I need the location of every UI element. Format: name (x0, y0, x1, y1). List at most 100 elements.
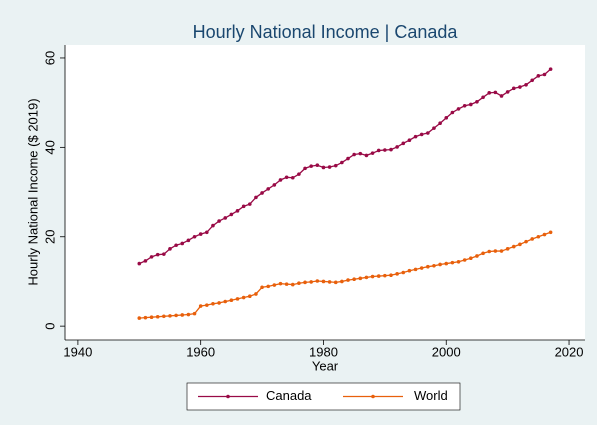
point (493, 90, 498, 95)
point (168, 314, 172, 318)
point (518, 242, 522, 247)
point (432, 264, 436, 268)
point (511, 244, 516, 249)
point (352, 277, 356, 282)
point (137, 316, 142, 320)
point (321, 279, 326, 284)
point (481, 95, 485, 100)
point (284, 175, 289, 180)
point (223, 216, 228, 220)
point (266, 284, 271, 289)
point (241, 295, 246, 300)
point (407, 138, 412, 143)
point (155, 252, 160, 257)
point (235, 209, 240, 213)
x-tick-label: 1940 (63, 344, 92, 359)
point (487, 249, 492, 254)
point (481, 251, 485, 256)
point (462, 258, 467, 262)
point (383, 273, 387, 278)
point (247, 202, 252, 206)
point (548, 230, 553, 235)
point (346, 278, 350, 282)
point (475, 99, 479, 104)
point (229, 212, 234, 217)
y-tick-label: 60 (42, 51, 57, 65)
point (143, 315, 148, 320)
point (303, 280, 307, 285)
y-tick-label: 40 (42, 140, 57, 154)
point (364, 275, 369, 280)
x-axis-label: Year (312, 358, 339, 373)
point (155, 314, 160, 319)
chart-title: Hourly National Income | Canada (193, 22, 459, 42)
point (309, 164, 313, 168)
point (272, 283, 277, 287)
point (303, 166, 307, 171)
point (499, 94, 504, 98)
point (511, 86, 516, 91)
point (192, 234, 197, 239)
point (192, 311, 197, 316)
point (229, 298, 234, 303)
point (217, 301, 221, 305)
point (524, 82, 528, 87)
point (389, 147, 393, 152)
x-tick-label: 2000 (432, 344, 461, 359)
point (456, 259, 461, 264)
point (548, 67, 553, 71)
x-tick-label: 1960 (186, 344, 215, 359)
point (162, 314, 166, 319)
point (352, 152, 356, 157)
point (174, 243, 178, 248)
point (290, 282, 295, 287)
point (505, 90, 510, 94)
point (205, 230, 209, 235)
point (426, 264, 430, 269)
x-tick-label: 1980 (309, 344, 338, 359)
point (444, 261, 449, 266)
point (469, 102, 473, 107)
point (475, 254, 479, 258)
y-tick-label: 20 (42, 230, 57, 244)
point (198, 304, 203, 308)
point (247, 294, 252, 298)
legend-marker (226, 394, 230, 399)
point (174, 313, 178, 318)
point (487, 91, 492, 95)
point (198, 232, 203, 236)
point (419, 266, 424, 270)
point (505, 247, 510, 251)
point (315, 163, 320, 168)
point (536, 74, 541, 78)
point (297, 281, 301, 286)
point (370, 274, 375, 279)
point (309, 280, 313, 284)
point (383, 148, 387, 152)
point (432, 126, 436, 130)
point (395, 145, 399, 149)
point (241, 204, 246, 209)
point (223, 299, 228, 304)
point (272, 183, 277, 187)
point (456, 107, 461, 111)
point (450, 260, 455, 265)
point (211, 223, 215, 228)
point (297, 172, 301, 176)
y-axis-label: Hourly National Income ($ 2019) (25, 98, 40, 285)
point (284, 282, 289, 286)
point (340, 279, 344, 284)
point (462, 103, 467, 108)
y-tick-label: 0 (42, 323, 57, 330)
point (413, 134, 418, 139)
point (536, 234, 541, 239)
point (493, 249, 498, 253)
point (254, 292, 258, 296)
point (260, 191, 264, 195)
legend-label: Canada (266, 388, 312, 403)
point (395, 272, 399, 276)
point (315, 279, 320, 283)
point (278, 281, 283, 286)
point (278, 178, 283, 182)
